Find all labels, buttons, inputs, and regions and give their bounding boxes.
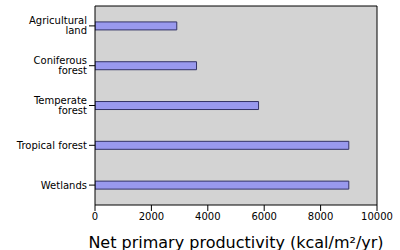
svg-text:8000: 8000 xyxy=(308,211,333,222)
svg-text:Wetlands: Wetlands xyxy=(41,180,87,191)
svg-text:10000: 10000 xyxy=(361,211,392,222)
svg-text:Agriculturalland: Agriculturalland xyxy=(29,15,87,36)
svg-text:Temperateforest: Temperateforest xyxy=(33,95,87,116)
svg-text:4000: 4000 xyxy=(195,211,220,222)
svg-text:2000: 2000 xyxy=(139,211,164,222)
svg-text:0: 0 xyxy=(92,211,98,222)
svg-text:Tropical forest: Tropical forest xyxy=(16,140,87,151)
svg-text:Coniferousforest: Coniferousforest xyxy=(34,55,88,76)
svg-text:Net primary productivity (kcal: Net primary productivity (kcal/m²/yr) xyxy=(88,233,383,250)
svg-text:6000: 6000 xyxy=(251,211,276,222)
